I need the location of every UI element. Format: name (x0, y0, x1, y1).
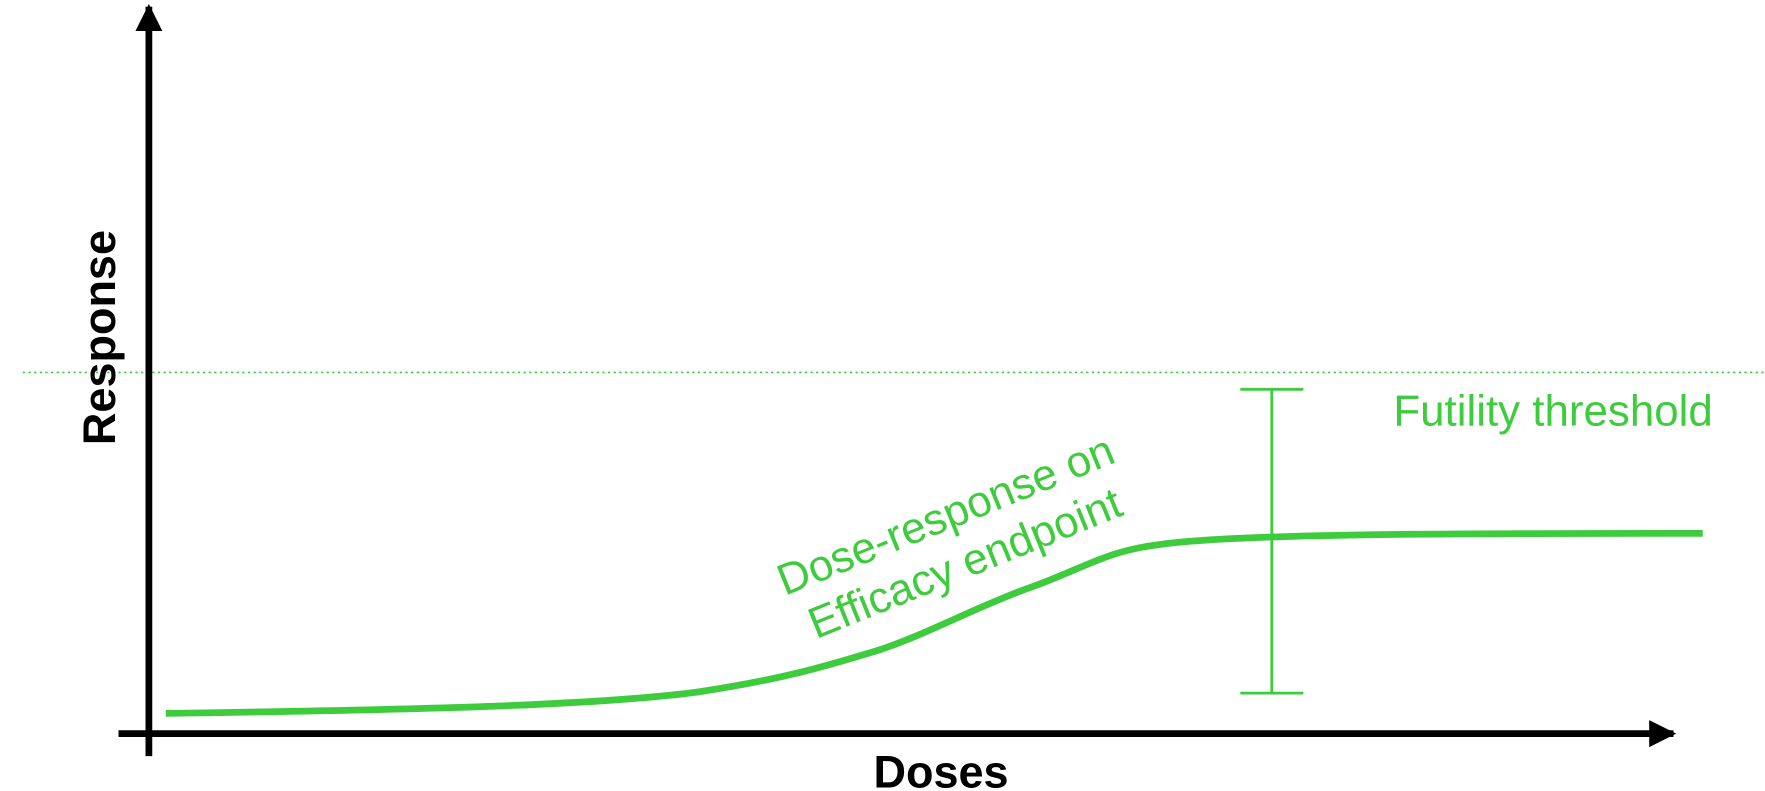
dose-response-curve (165, 529, 1703, 717)
error-bar (1240, 387, 1304, 695)
x-axis-label: Doses (873, 747, 1008, 791)
y-axis-label: Response (74, 230, 125, 445)
threshold-label: Futility threshold (1393, 386, 1712, 435)
